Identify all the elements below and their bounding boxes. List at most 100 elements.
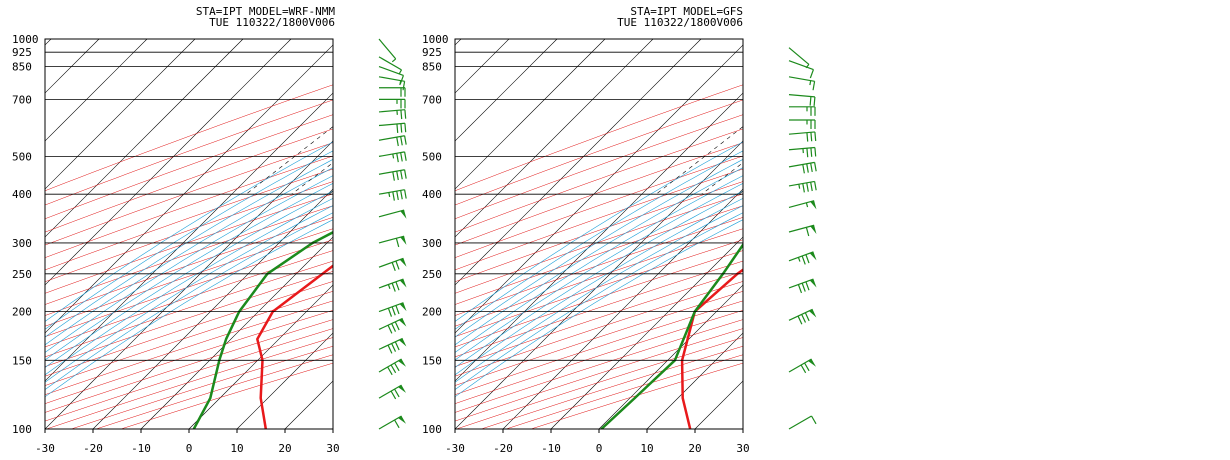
wind-barb-half-flag (805, 202, 809, 208)
y-tick-label: 300 (12, 237, 32, 250)
wind-barb-staff (378, 358, 402, 373)
mixing-ratio-line (655, 126, 743, 195)
isotherm-line (646, 332, 743, 429)
wind-barb-staff (788, 278, 814, 289)
wind-barb-pennant (808, 359, 817, 367)
wind-barb (788, 251, 817, 265)
wind-barb-staff (378, 257, 404, 268)
wind-barb-flag (814, 131, 817, 141)
dry-adiabat-line (455, 217, 743, 316)
moist-adiabat-line (45, 212, 333, 390)
moist-adiabat-line (455, 175, 743, 353)
wind-barb (788, 200, 817, 210)
wind-barb-flag (801, 314, 807, 323)
wind-barb-flag (806, 163, 809, 173)
wind-barb-staff (788, 251, 814, 262)
wind-barb-pennant (398, 318, 407, 327)
dry-adiabat-line (455, 260, 743, 358)
wind-barb (378, 337, 407, 354)
wind-barb-flag (404, 189, 407, 199)
dry-adiabat-line (45, 99, 333, 206)
wind-barb-flag (391, 282, 396, 292)
dry-adiabat-line (45, 217, 333, 316)
isotherm-line (550, 236, 743, 429)
dewpoint-trace (600, 242, 743, 429)
wind-barb-flag (810, 182, 813, 192)
isotherm-line (455, 39, 654, 238)
y-tick-label: 500 (422, 150, 442, 163)
wind-barb (789, 106, 816, 116)
wind-barb (789, 119, 816, 129)
dry-adiabat-line (455, 290, 743, 386)
wind-barb (378, 109, 407, 120)
y-tick-label: 925 (422, 46, 442, 59)
wind-barb (788, 224, 817, 237)
wind-barb-staff (378, 278, 404, 289)
wind-barb-flag (395, 260, 400, 270)
moist-adiabat-line (455, 205, 743, 383)
wind-barb-flag (810, 162, 813, 173)
wind-barb (378, 235, 407, 248)
x-tick-label: 0 (186, 442, 193, 455)
isotherm-line (455, 39, 558, 142)
wind-barb-half-flag (809, 80, 812, 86)
isotherm-line (45, 39, 244, 238)
wind-barb-pennant (398, 385, 407, 393)
mixing-ratio-line (245, 126, 333, 195)
wind-barb-staff (788, 415, 812, 430)
wind-barb (378, 65, 404, 85)
dry-adiabat-line (46, 337, 333, 429)
x-tick-label: 20 (688, 442, 701, 455)
wind-barb-staff (788, 180, 815, 187)
wind-barb (378, 302, 407, 317)
y-tick-label: 850 (12, 61, 32, 74)
wind-barb-pennant (398, 359, 407, 367)
wind-barb-half-flag (398, 69, 403, 75)
wind-barb-pennant (809, 279, 817, 288)
wind-barb-staff (378, 235, 405, 244)
y-tick-label: 150 (12, 354, 32, 367)
mixing-ratio-line (868, 39, 1091, 194)
wind-barb-staff (788, 224, 815, 233)
dry-adiabat-line (455, 319, 743, 413)
isotherm-line (140, 236, 333, 429)
wind-barb-staff (378, 76, 405, 82)
wind-barb (379, 98, 406, 109)
wind-barb-staff (378, 169, 405, 175)
wind-barb (788, 180, 817, 193)
wind-barb-flag (400, 170, 403, 180)
y-tick-label: 400 (422, 188, 442, 201)
wind-barb-staff (378, 38, 397, 60)
wind-barb (788, 358, 817, 374)
mixing-ratio-line (291, 162, 333, 195)
y-tick-label: 100 (422, 423, 442, 436)
x-tick-label: 20 (278, 442, 291, 455)
wind-barb-flag (400, 123, 403, 133)
wind-barb-half-flag (387, 284, 391, 289)
wind-barb-staff (788, 358, 812, 373)
wind-barb-half-flag (392, 153, 395, 159)
wind-barb-flag (400, 136, 403, 146)
dry-adiabat-line (45, 328, 333, 422)
wind-barb (788, 308, 817, 325)
wind-barb-flag (394, 419, 400, 429)
isotherm-line (92, 188, 333, 429)
wind-barb-flag (797, 284, 803, 294)
moist-adiabat-line (455, 167, 743, 346)
moist-adiabat-line (45, 219, 333, 398)
wind-barb-flag (802, 183, 805, 193)
wind-barb (378, 56, 403, 75)
dry-adiabat-line (506, 354, 743, 429)
dry-adiabat-line (455, 128, 743, 233)
wind-barb-flag (404, 135, 407, 145)
y-tick-label: 850 (422, 61, 442, 74)
dry-adiabat-line (455, 99, 743, 206)
wind-barb-pennant (399, 279, 407, 288)
wind-barb-pennant (400, 210, 407, 219)
dry-adiabat-line (45, 228, 333, 327)
wind-barb-flag (394, 362, 400, 372)
wind-barb-pennant (808, 309, 817, 318)
wind-barb-staff (378, 337, 403, 350)
wind-barb-flag (396, 123, 399, 133)
